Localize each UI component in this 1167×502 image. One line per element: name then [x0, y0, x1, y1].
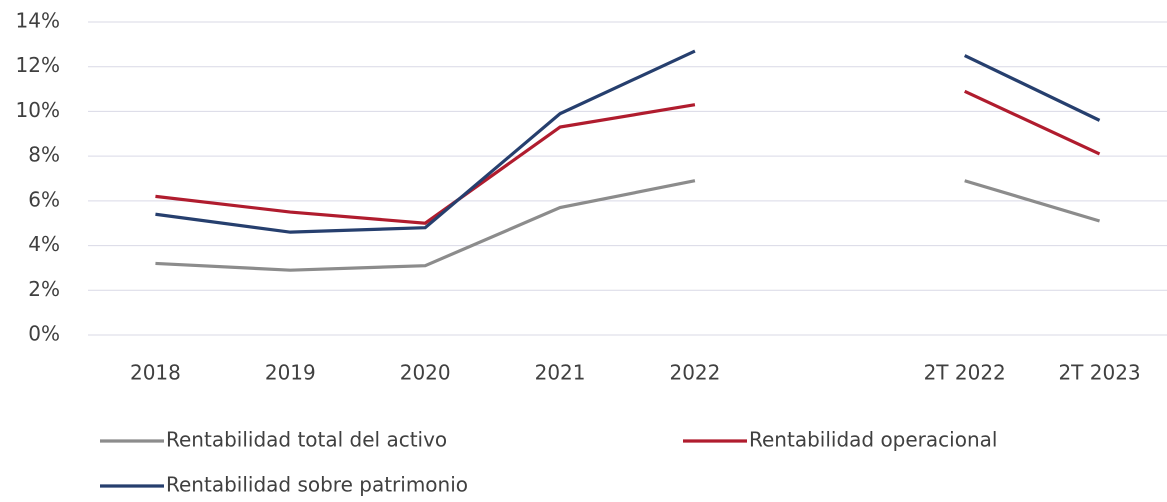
y-tick-label: 12%: [16, 53, 60, 77]
series-line: [155, 49, 1101, 234]
x-tick-label: 2019: [265, 361, 316, 385]
y-tick-label: 4%: [28, 232, 60, 256]
x-tick-label: 2T 2022: [924, 361, 1006, 385]
x-tick-label: 2018: [130, 361, 181, 385]
legend-label: Rentabilidad total del activo: [166, 428, 447, 452]
series-line: [155, 179, 1101, 272]
x-tick-label: 2020: [400, 361, 451, 385]
legend-label: Rentabilidad operacional: [749, 428, 997, 452]
y-tick-label: 2%: [28, 277, 60, 301]
y-tick-label: 10%: [16, 98, 60, 122]
y-tick-label: 8%: [28, 143, 60, 167]
x-tick-label: 2T 2023: [1058, 361, 1140, 385]
series-line: [155, 89, 1101, 225]
y-tick-label: 6%: [28, 187, 60, 211]
x-tick-label: 2022: [669, 361, 720, 385]
y-tick-label: 0%: [28, 322, 60, 346]
y-tick-label: 14%: [16, 9, 60, 33]
x-tick-label: 2021: [535, 361, 586, 385]
legend-label: Rentabilidad sobre patrimonio: [166, 473, 468, 497]
